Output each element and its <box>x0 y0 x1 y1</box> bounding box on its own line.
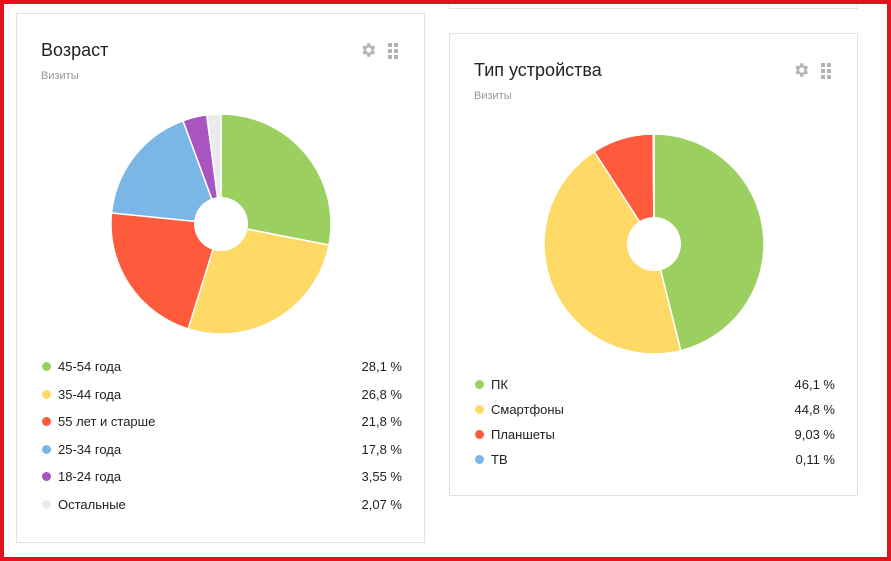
legend-value: 3,55 % <box>361 469 402 484</box>
legend-value: 9,03 % <box>794 427 835 442</box>
legend-label: ТВ <box>491 452 508 467</box>
pie-slice-1[interactable] <box>187 223 330 335</box>
legend-color-dot <box>42 472 51 481</box>
legend-value: 2,07 % <box>361 496 402 512</box>
pie-slice-2[interactable] <box>110 212 222 330</box>
legend-item[interactable]: Планшеты 9,03 % <box>475 427 835 443</box>
legend-value: 28,1 % <box>361 359 402 374</box>
age-pie-chart <box>110 113 332 335</box>
legend-color-dot <box>42 362 51 371</box>
legend-label: 55 лет и старше <box>58 414 156 429</box>
gear-icon[interactable] <box>359 41 377 59</box>
widget-age: Возраст Визиты 45-54 года 28,1 % 35-44 год… <box>16 13 425 543</box>
gear-icon[interactable] <box>792 61 810 79</box>
legend-label: Остальные <box>58 496 126 512</box>
card-stub-top <box>449 0 858 9</box>
pie-slice-3[interactable] <box>652 133 655 245</box>
legend-value: 0,11 % <box>795 452 835 467</box>
legend-label: Планшеты <box>491 427 555 442</box>
legend-label: 35-44 года <box>58 386 122 402</box>
legend-value: 26,8 % <box>361 386 402 402</box>
device-pie-chart <box>543 133 765 355</box>
legend-item[interactable]: 45-54 года 28,1 % <box>42 359 402 375</box>
legend-color-dot <box>42 417 51 426</box>
legend-value: 17,8 % <box>361 441 402 457</box>
legend-item[interactable]: Остальные 2,07 % <box>42 497 402 513</box>
widget-device-type: Тип устройства Визиты ПК 46,1 % Смартфоны 4… <box>449 33 858 496</box>
legend-item[interactable]: 18-24 года 3,55 % <box>42 469 402 485</box>
legend-item[interactable]: Смартфоны 44,8 % <box>475 402 835 418</box>
legend-label: 45-54 года <box>58 359 122 374</box>
pie-center-hole <box>194 197 248 251</box>
widget-age-subtitle: Визиты <box>41 70 79 82</box>
legend-value: 44,8 % <box>794 402 835 417</box>
legend-item[interactable]: 25-34 года 17,8 % <box>42 442 402 458</box>
legend-item[interactable]: ПК 46,1 % <box>475 377 835 393</box>
widget-age-title: Возраст <box>41 40 109 60</box>
legend-color-dot <box>475 455 484 464</box>
pie-center-hole <box>627 217 681 271</box>
pie-slice-0[interactable] <box>220 113 332 246</box>
device-legend: ПК 46,1 % Смартфоны 44,8 % Планшеты 9,03 % ТВ 0… <box>475 377 835 477</box>
pie-slice-5[interactable] <box>205 113 222 225</box>
legend-color-dot <box>475 430 484 439</box>
legend-item[interactable]: ТВ 0,11 % <box>475 452 835 468</box>
drag-handle-icon[interactable] <box>387 42 399 60</box>
legend-color-dot <box>475 380 484 389</box>
pie-slice-3[interactable] <box>110 119 223 225</box>
legend-color-dot <box>42 389 51 399</box>
pie-slice-0[interactable] <box>653 133 765 352</box>
legend-color-dot <box>42 499 51 509</box>
pie-slice-1[interactable] <box>543 150 682 355</box>
legend-color-dot <box>475 405 484 414</box>
legend-label: ПК <box>491 377 508 392</box>
legend-color-dot <box>42 444 51 454</box>
legend-value: 21,8 % <box>361 414 402 429</box>
legend-label: Смартфоны <box>491 402 564 417</box>
legend-label: 18-24 года <box>58 469 122 484</box>
legend-value: 46,1 % <box>794 377 835 392</box>
widget-device-title: Тип устройства <box>474 60 602 80</box>
legend-item[interactable]: 35-44 года 26,8 % <box>42 387 402 403</box>
age-legend: 45-54 года 28,1 % 35-44 года 26,8 % 55 лет и… <box>42 359 402 519</box>
legend-item[interactable]: 55 лет и старше 21,8 % <box>42 414 402 430</box>
drag-handle-icon[interactable] <box>820 62 832 80</box>
legend-label: 25-34 года <box>58 441 122 457</box>
widget-device-subtitle: Визиты <box>474 90 512 102</box>
